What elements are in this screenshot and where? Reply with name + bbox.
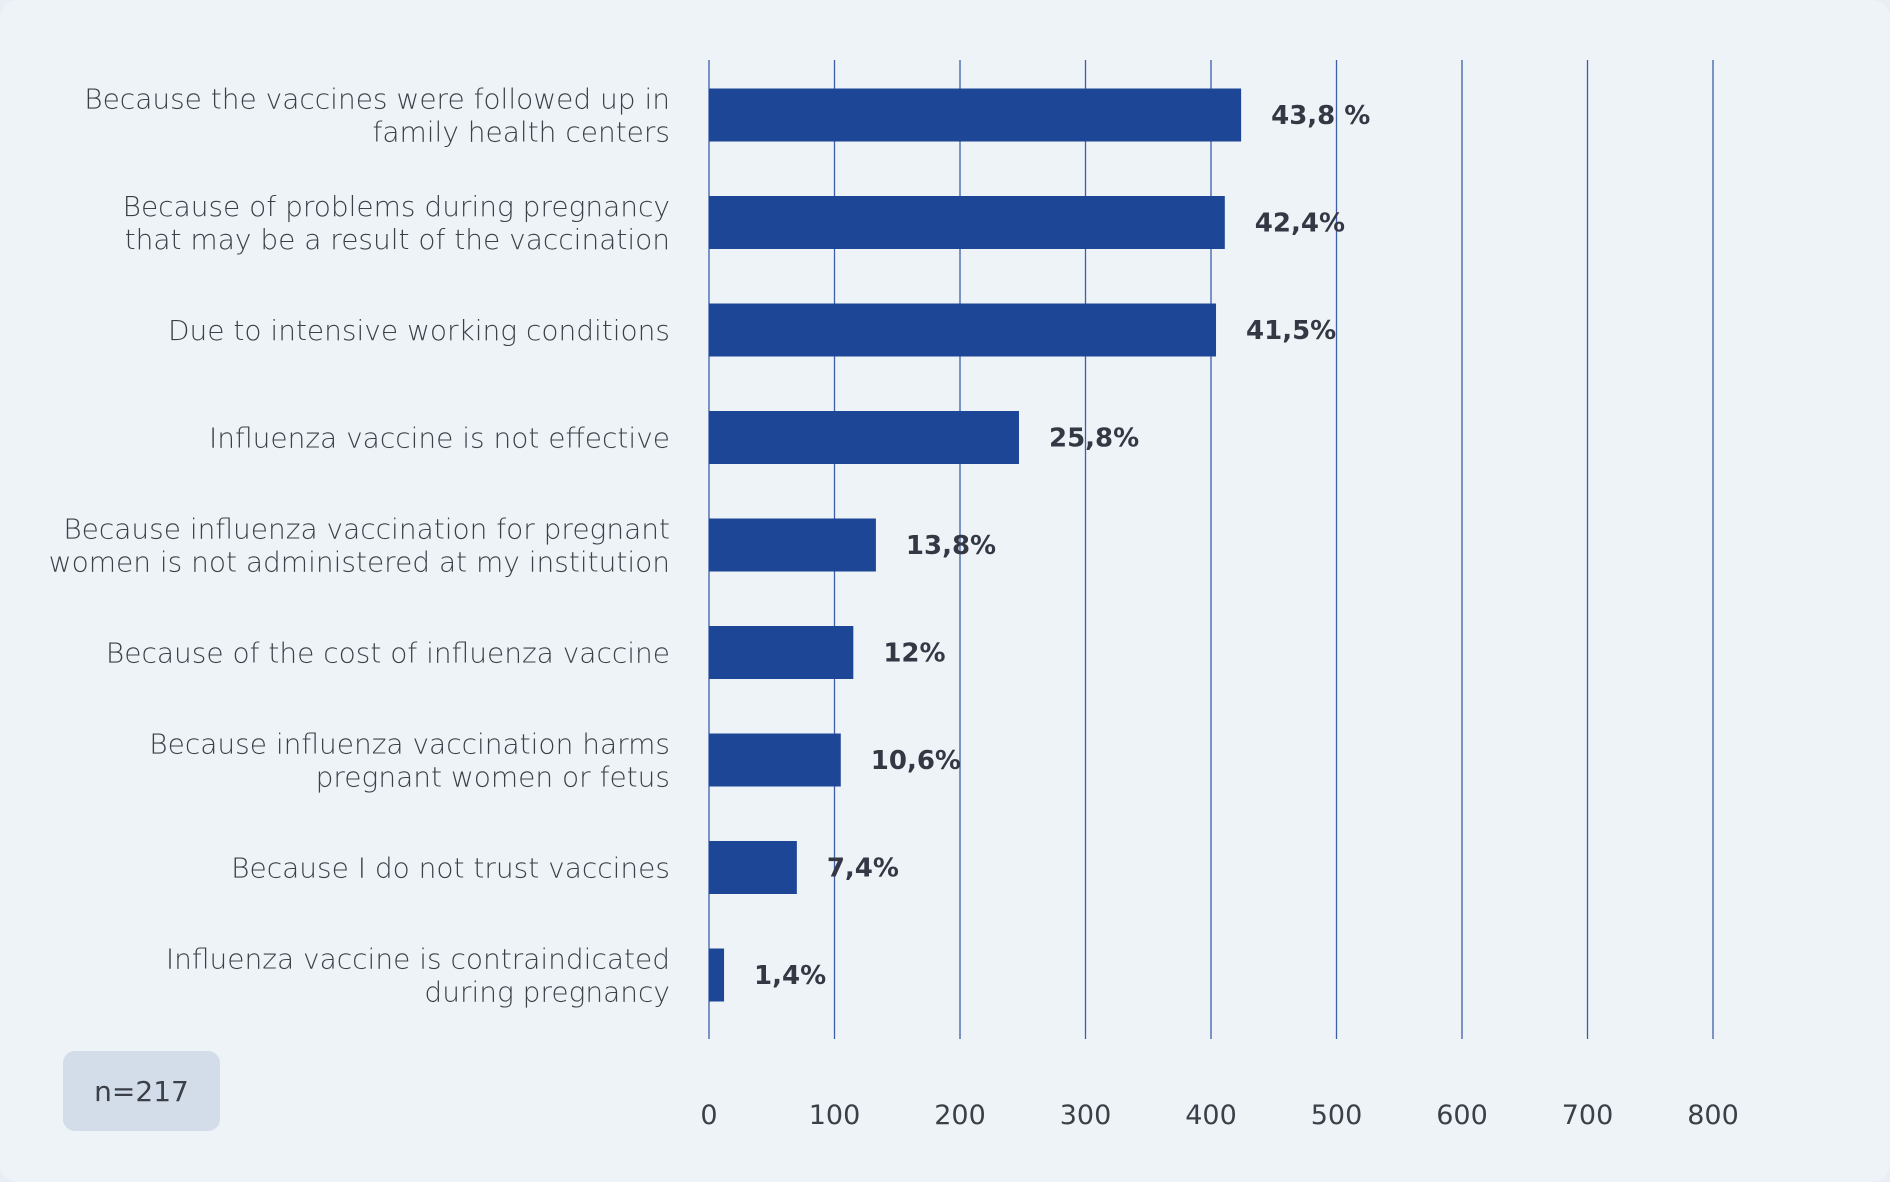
sample-size-badge: n=217 [63,1051,220,1131]
category-label: Because of the cost of influenza vaccine [106,637,670,670]
category-label: Because I do not trust vaccines [231,852,670,885]
x-tick-label: 0 [700,1100,717,1131]
category-label: Influenza vaccine is contraindicated [166,943,670,976]
category-label: Because influenza vaccination for pregna… [63,513,670,546]
bar [709,88,1242,142]
bar [709,411,1019,464]
category-label: Because influenza vaccination harms [149,728,670,761]
category-label: family health centers [372,116,670,149]
x-tick-label: 500 [1311,1100,1363,1131]
x-tick-label: 200 [934,1100,986,1131]
bar [709,518,876,572]
category-label: Because the vaccines were followed up in [84,83,670,116]
data-label: 12% [883,639,945,669]
data-label: 25,8% [1049,424,1139,454]
bar [709,196,1225,249]
bar [709,626,854,679]
data-label: 7,4% [827,854,899,884]
bar [709,303,1217,357]
category-label: Because of problems during pregnancy [123,190,670,223]
category-label: Influenza vaccine is not effective [209,422,670,455]
x-tick-label: 600 [1436,1100,1488,1131]
data-label: 41,5% [1246,316,1336,346]
category-label: pregnant women or fetus [316,761,670,794]
bar [709,733,841,787]
category-label: during pregnancy [424,976,670,1009]
x-tick-label: 100 [809,1100,861,1131]
category-label: women is not administered at my institut… [49,546,670,579]
data-label: 10,6% [871,746,961,776]
bar [709,948,725,1002]
data-label: 42,4% [1255,209,1345,239]
bar [709,841,797,894]
data-label: 13,8% [906,531,996,561]
data-label: 43,8 % [1271,101,1370,131]
category-label: that may be a result of the vaccination [125,223,670,256]
x-tick-label: 700 [1562,1100,1614,1131]
x-tick-label: 300 [1060,1100,1112,1131]
x-tick-label: 800 [1687,1100,1739,1131]
data-label: 1,4% [754,961,826,991]
category-label: Due to intensive working conditions [168,314,670,347]
x-tick-label: 400 [1185,1100,1237,1131]
